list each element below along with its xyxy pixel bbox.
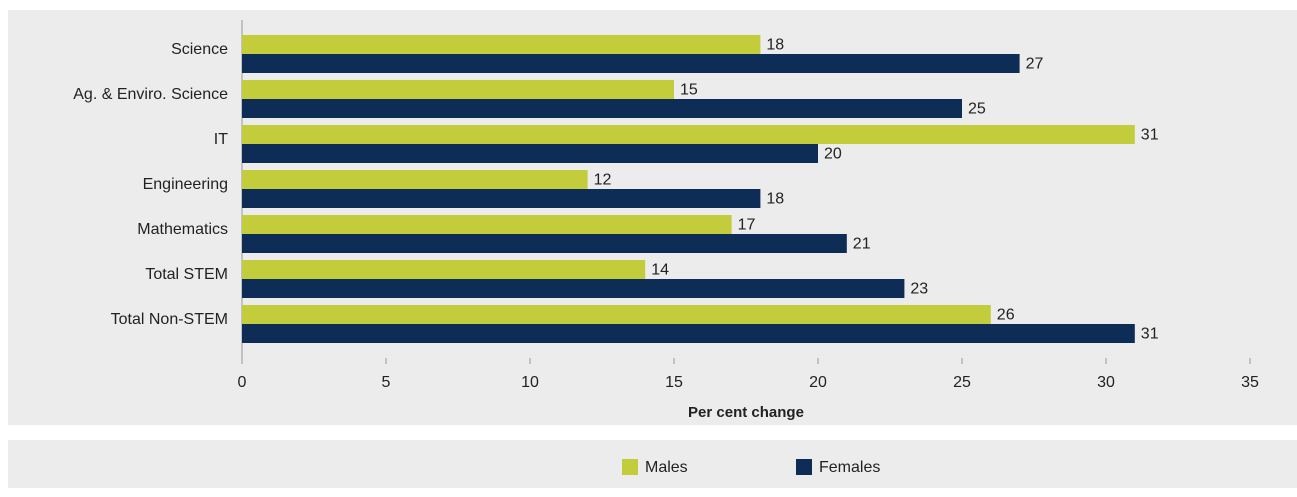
data-label: 31 — [1141, 326, 1159, 343]
data-label: 27 — [1026, 56, 1044, 73]
bar — [242, 144, 818, 163]
x-tick-label: 5 — [382, 374, 391, 391]
data-label: 25 — [968, 101, 986, 118]
x-tick-label: 30 — [1097, 374, 1115, 391]
bar — [242, 35, 761, 54]
y-tick-label: Total Non-STEM — [111, 311, 228, 328]
y-tick-label: IT — [214, 131, 228, 148]
data-label: 18 — [766, 191, 784, 208]
x-tick-label: 0 — [238, 374, 247, 391]
bar — [242, 234, 847, 253]
data-label: 26 — [997, 307, 1015, 324]
x-axis-title: Per cent change — [688, 404, 804, 421]
x-tick-label: 20 — [809, 374, 827, 391]
data-label: 12 — [594, 172, 612, 189]
legend-label: Males — [645, 459, 688, 476]
x-tick-label: 15 — [665, 374, 683, 391]
data-label: 17 — [738, 217, 756, 234]
data-label: 20 — [824, 146, 842, 163]
data-label: 15 — [680, 82, 698, 99]
bar — [242, 215, 732, 234]
legend-swatch — [796, 459, 812, 475]
bar — [242, 305, 991, 324]
legend-label: Females — [819, 459, 880, 476]
data-label: 14 — [651, 262, 669, 279]
bar — [242, 189, 761, 208]
x-tick-label: 10 — [521, 374, 539, 391]
legend-panel — [8, 440, 1297, 488]
bar — [242, 99, 962, 118]
bar — [242, 279, 905, 298]
data-label: 18 — [766, 37, 784, 54]
data-label: 31 — [1141, 127, 1159, 144]
data-label: 21 — [853, 236, 871, 253]
bar — [242, 80, 674, 99]
legend-swatch — [622, 459, 638, 475]
bar — [242, 260, 646, 279]
y-tick-label: Total STEM — [145, 266, 228, 283]
data-label: 23 — [910, 281, 928, 298]
bar — [242, 170, 588, 189]
x-tick-label: 25 — [953, 374, 971, 391]
bar — [242, 54, 1020, 73]
y-tick-label: Mathematics — [137, 221, 228, 238]
y-tick-label: Engineering — [143, 176, 228, 193]
bar — [242, 324, 1135, 343]
y-tick-label: Science — [171, 41, 228, 58]
bar — [242, 125, 1135, 144]
x-tick-label: 35 — [1241, 374, 1259, 391]
y-tick-label: Ag. & Enviro. Science — [73, 86, 228, 103]
